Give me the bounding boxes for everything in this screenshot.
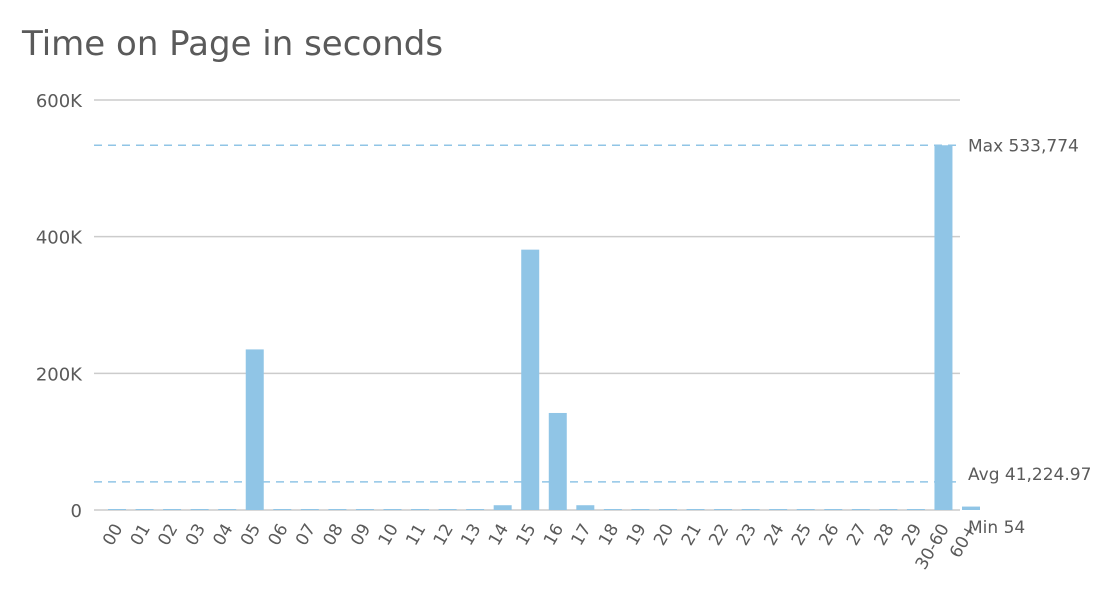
x-tick-label: 13 xyxy=(457,521,485,550)
x-tick-label: 05 xyxy=(237,521,265,550)
x-tick-label: 03 xyxy=(182,521,210,550)
bar[interactable] xyxy=(879,509,898,510)
x-tick-label: 28 xyxy=(871,521,899,550)
bar[interactable] xyxy=(218,509,237,510)
reference-lines: Max 533,774 Avg 41,224.97 Min 54 xyxy=(94,136,1091,538)
x-tick-label: 24 xyxy=(760,521,788,550)
bar[interactable] xyxy=(383,509,402,510)
x-tick-label: 20 xyxy=(650,521,678,550)
x-tick-label: 11 xyxy=(402,521,430,550)
reference-label: Max 533,774 xyxy=(968,136,1079,156)
bar[interactable] xyxy=(686,509,705,510)
bar[interactable] xyxy=(163,509,182,510)
bar[interactable] xyxy=(658,509,677,510)
bar[interactable] xyxy=(906,509,925,510)
bar[interactable] xyxy=(962,506,980,510)
bar[interactable] xyxy=(714,509,733,510)
x-tick-label: 00 xyxy=(99,521,127,550)
bar[interactable] xyxy=(824,509,843,510)
reference-label: Avg 41,224.97 xyxy=(968,465,1091,485)
bar[interactable] xyxy=(190,509,209,510)
x-tick-label: 08 xyxy=(320,521,348,550)
x-tick-label: 25 xyxy=(788,521,816,550)
x-tick-label: 16 xyxy=(540,521,568,550)
x-tick-label: 21 xyxy=(678,521,706,550)
bar[interactable] xyxy=(273,509,292,510)
x-tick-label: 26 xyxy=(815,521,843,550)
bar[interactable] xyxy=(493,505,512,510)
bar[interactable] xyxy=(548,412,567,510)
x-tick-label: 04 xyxy=(209,521,237,550)
bar[interactable] xyxy=(328,509,347,510)
bar[interactable] xyxy=(576,505,595,510)
x-tick-label: 23 xyxy=(733,521,761,550)
x-tick-label: 17 xyxy=(568,521,596,550)
x-tick-label: 02 xyxy=(154,521,182,550)
bar[interactable] xyxy=(796,509,815,510)
bar[interactable] xyxy=(411,509,430,510)
bars xyxy=(108,145,980,510)
y-tick-label: 600K xyxy=(36,91,83,112)
bar[interactable] xyxy=(934,145,953,510)
bar[interactable] xyxy=(245,349,264,510)
bar[interactable] xyxy=(851,509,870,510)
x-tick-label: 18 xyxy=(595,521,623,550)
bar[interactable] xyxy=(741,509,760,510)
x-axis-ticks: 00 01 02 03 04 05 06 07 08 09 10 11 12 13 14 15 16 17 18 19… xyxy=(99,521,981,574)
y-tick-label: 0 xyxy=(71,501,82,522)
bar[interactable] xyxy=(631,509,650,510)
reference-label: Min 54 xyxy=(968,518,1025,538)
x-tick-label: 14 xyxy=(485,521,513,550)
x-tick-label: 27 xyxy=(843,521,871,550)
x-tick-label: 12 xyxy=(430,521,458,550)
bar[interactable] xyxy=(135,509,154,510)
x-tick-label: 19 xyxy=(623,521,651,550)
chart-title: Time on Page in seconds xyxy=(22,24,444,64)
x-tick-label: 06 xyxy=(264,521,292,550)
bar[interactable] xyxy=(300,509,319,510)
x-tick-label: 07 xyxy=(292,521,320,550)
bar[interactable] xyxy=(466,509,485,510)
bar[interactable] xyxy=(355,509,374,510)
bar[interactable] xyxy=(603,509,622,510)
bar[interactable] xyxy=(438,509,457,510)
x-tick-label: 09 xyxy=(347,521,375,550)
x-tick-label: 01 xyxy=(127,521,155,550)
y-axis-ticks: 0 200K 400K 600K xyxy=(36,91,83,522)
x-tick-label: 10 xyxy=(375,521,403,550)
bar[interactable] xyxy=(521,249,540,510)
y-tick-label: 400K xyxy=(36,228,83,249)
x-tick-label: 22 xyxy=(705,521,733,550)
y-tick-label: 200K xyxy=(36,364,83,385)
bar[interactable] xyxy=(108,509,126,510)
bar[interactable] xyxy=(769,509,788,510)
x-tick-label: 15 xyxy=(512,521,540,550)
